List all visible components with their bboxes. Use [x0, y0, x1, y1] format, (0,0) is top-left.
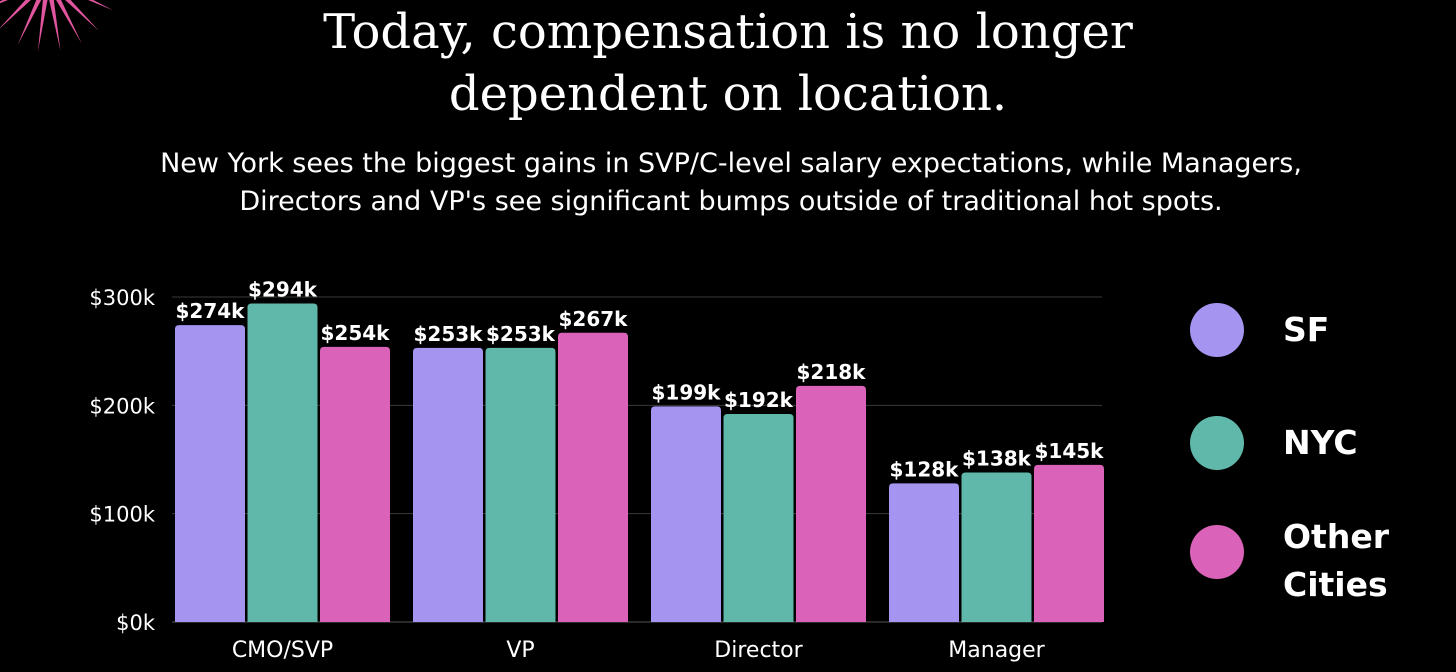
bar-nyc — [723, 414, 794, 622]
legend-label-nyc: NYC — [1283, 423, 1358, 462]
burst-ray — [0, 0, 31, 29]
page-title-line-2: dependent on location. — [448, 66, 1008, 122]
bar-other-cities — [796, 385, 866, 622]
subtitle-line-1: New York sees the biggest gains in SVP/C… — [160, 148, 1302, 179]
y-tick-label: $200k — [89, 394, 155, 418]
data-label: $254k — [321, 321, 391, 345]
data-label: $199k — [652, 380, 722, 404]
bar-nyc — [485, 347, 556, 622]
x-tick-label: Manager — [948, 638, 1045, 663]
data-label: $138k — [962, 447, 1032, 471]
legend-label-sf: SF — [1283, 310, 1330, 349]
bar-sf — [651, 406, 721, 622]
data-label: $294k — [248, 278, 318, 302]
legend-label-other-line-1: Other — [1283, 517, 1389, 556]
subtitle-line-2: Directors and VP's see significant bumps… — [239, 186, 1223, 217]
legend-swatch-sf — [1190, 303, 1244, 357]
legend-swatch-nyc — [1190, 416, 1244, 470]
x-tick-label: CMO/SVP — [232, 638, 333, 663]
burst-ray — [65, 0, 99, 31]
burst-ray — [88, 0, 114, 11]
bar-other-cities — [1034, 464, 1104, 622]
data-label: $192k — [724, 388, 794, 412]
bar-other-cities — [558, 332, 628, 622]
data-label: $274k — [176, 299, 246, 323]
bar-sf — [413, 347, 483, 622]
burst-ray — [0, 0, 8, 4]
burst-ray — [49, 0, 61, 51]
bar-sf — [175, 325, 245, 622]
page-title-line-1: Today, compensation is no longer — [323, 4, 1133, 60]
data-label: $128k — [890, 457, 960, 481]
bar-sf — [889, 483, 959, 622]
y-tick-label: $100k — [89, 503, 155, 527]
data-label: $253k — [486, 322, 556, 346]
burst-ray — [56, 0, 82, 44]
legend-label-other-line-2: Cities — [1283, 565, 1388, 604]
decorative-burst-icon — [0, 0, 114, 52]
legend-swatch-other-cities — [1190, 525, 1244, 579]
burst-ray — [17, 0, 42, 46]
data-label: $267k — [559, 307, 629, 331]
data-label: $218k — [797, 360, 867, 384]
bar-nyc — [247, 303, 318, 622]
data-label: $253k — [414, 322, 484, 346]
burst-ray — [37, 0, 48, 52]
data-label: $145k — [1035, 439, 1105, 463]
y-tick-label: $300k — [89, 286, 155, 310]
x-tick-label: Director — [714, 638, 803, 663]
bar-other-cities — [320, 346, 390, 622]
x-tick-label: VP — [506, 638, 534, 663]
y-tick-label: $0k — [116, 611, 156, 635]
bar-nyc — [961, 472, 1032, 622]
